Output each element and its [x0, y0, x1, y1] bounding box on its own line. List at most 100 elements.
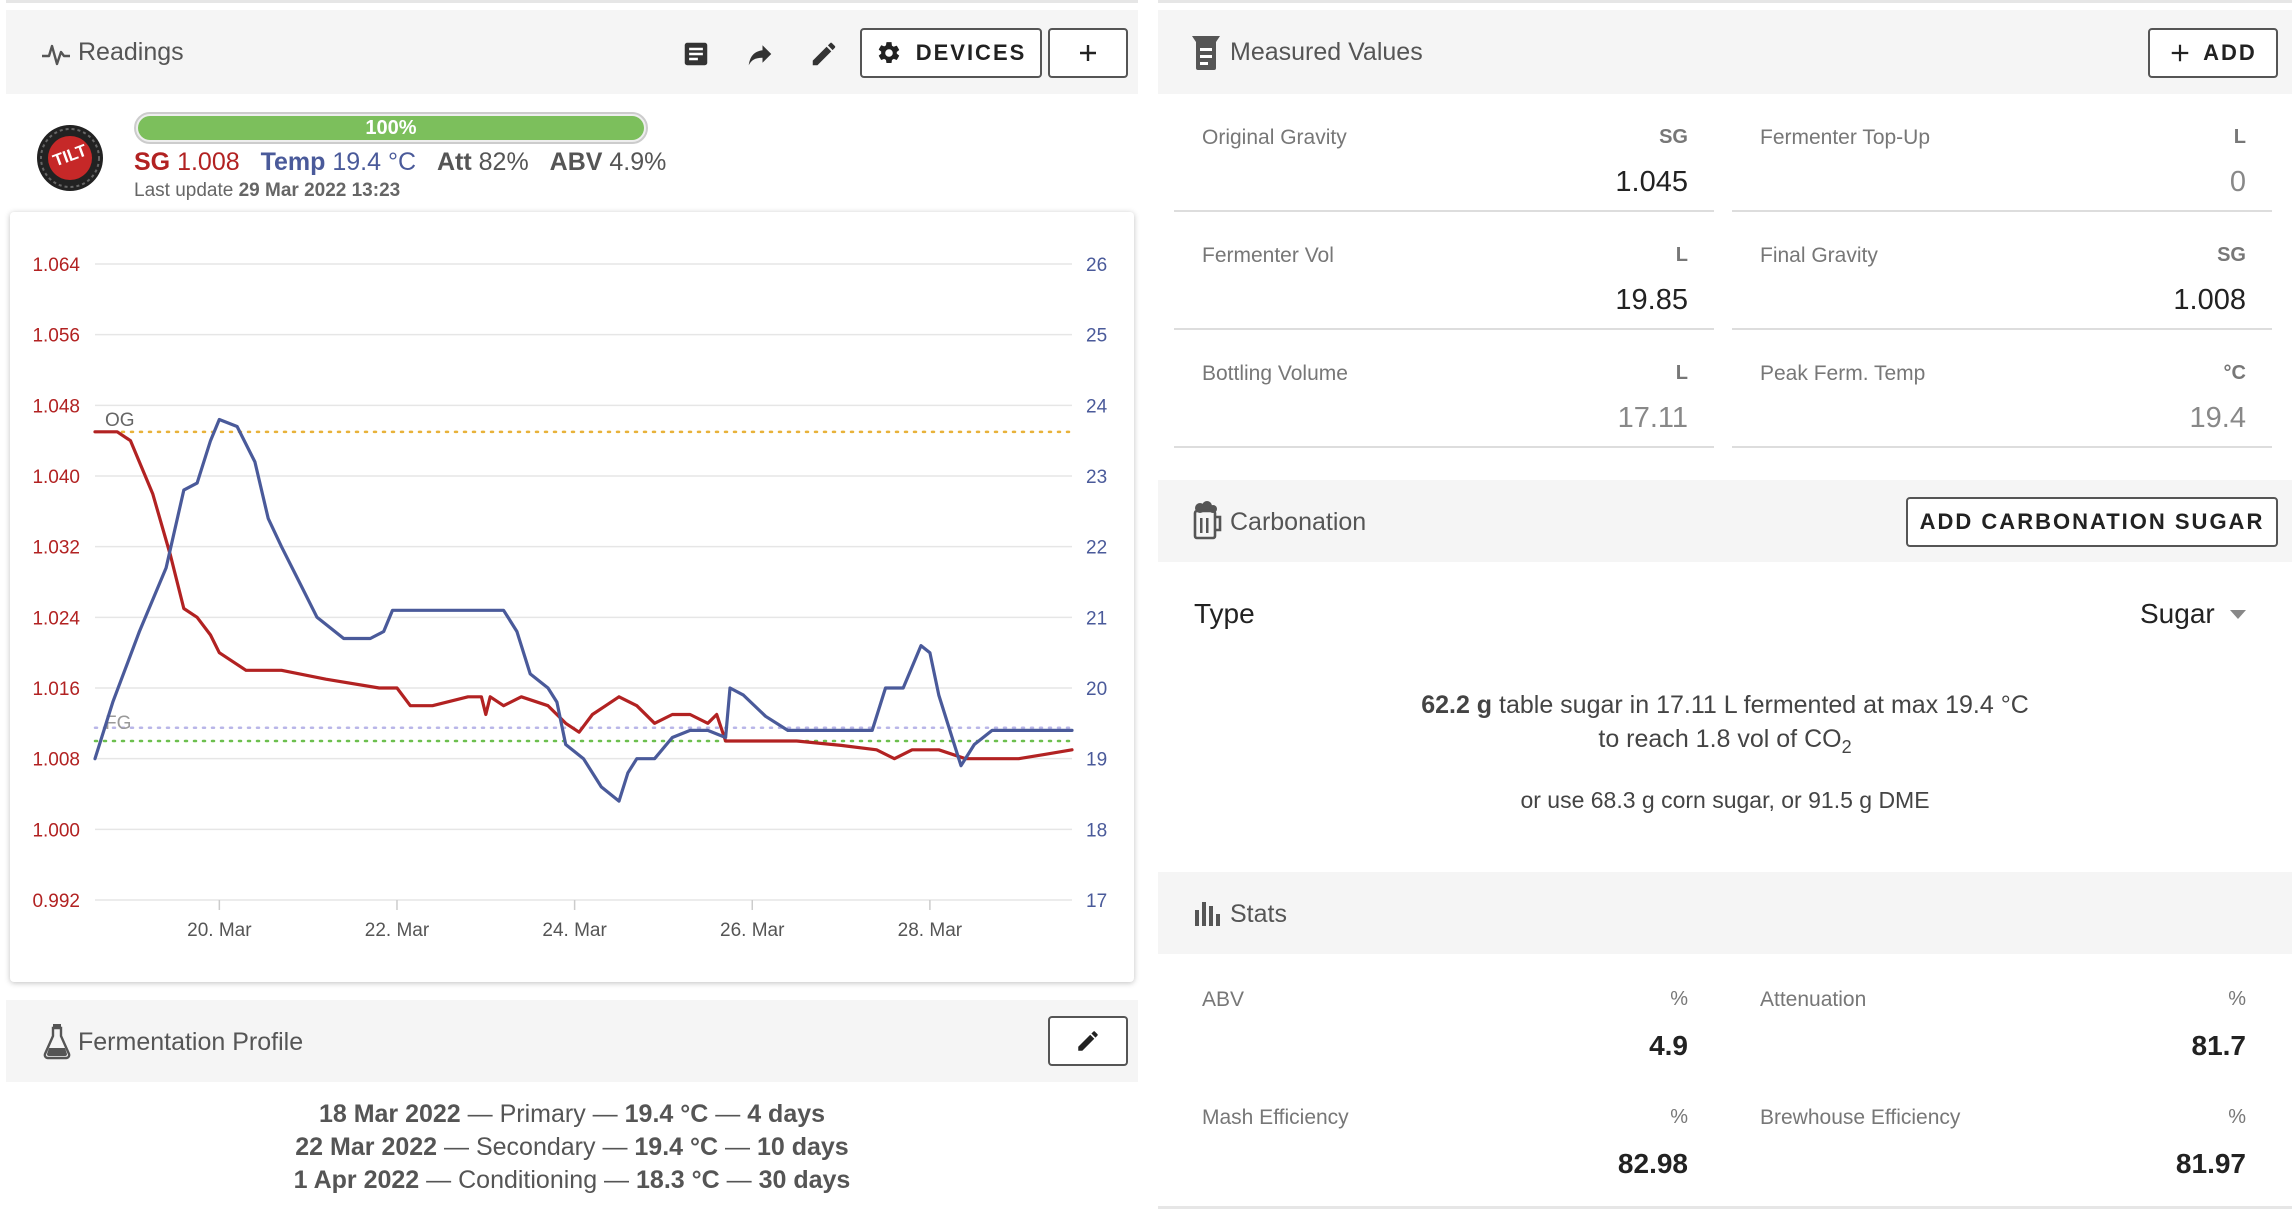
left-axis-tick: 1.048	[32, 396, 80, 417]
fermentation-step: 18 Mar 2022 — Primary — 19.4 °C — 4 days	[6, 1098, 1138, 1131]
fermentation-steps: 18 Mar 2022 — Primary — 19.4 °C — 4 days…	[6, 1098, 1138, 1197]
field-label: Original Gravity	[1202, 126, 1347, 149]
att-value: 82%	[478, 148, 529, 176]
step-date: 18 Mar 2022	[318, 1100, 461, 1128]
series-line-sg	[93, 430, 1074, 761]
carbonation-amount: 62.2 g	[1421, 691, 1493, 719]
step-temp: 19.4 °C	[624, 1100, 709, 1128]
flask-icon	[42, 1022, 72, 1060]
right-axis-tick: 22	[1086, 538, 1107, 559]
left-axis-tick: 1.032	[32, 538, 80, 559]
bottling-volume-field[interactable]: Bottling Volume L 17.11	[1174, 340, 1714, 448]
readings-title: Readings	[78, 38, 184, 66]
step-date: 22 Mar 2022	[295, 1133, 438, 1161]
stat-label: ABV	[1202, 988, 1245, 1011]
field-label: Fermenter Vol	[1202, 244, 1334, 267]
share-icon[interactable]	[742, 36, 778, 72]
step-name: Secondary	[475, 1133, 596, 1161]
edit-fermentation-button[interactable]	[1048, 1016, 1128, 1066]
stat-value: 82.98	[1617, 1148, 1688, 1179]
fermenter-topup-field[interactable]: Fermenter Top-Up L 0	[1732, 104, 2272, 212]
plus-icon	[2169, 42, 2191, 64]
left-axis-tick: 1.000	[32, 820, 80, 841]
right-axis-tick: 21	[1086, 608, 1107, 629]
readings-chart-card: 1.064 1.056 1.048 1.040 1.032 1.024 1.016 1.008…	[10, 212, 1134, 982]
carbonation-type-select[interactable]: Sugar	[2140, 598, 2246, 634]
fermentation-title: Fermentation Profile	[78, 1028, 304, 1056]
x-axis-tick: 28. Mar	[898, 920, 963, 941]
left-axis-tick: 1.016	[32, 679, 80, 700]
stat-unit: %	[2228, 1106, 2246, 1128]
top-divider-left	[6, 0, 1138, 3]
progress-text: 100%	[365, 117, 417, 139]
x-axis-tick: 20. Mar	[187, 920, 252, 941]
abv-value: 4.9%	[609, 148, 667, 176]
stat-label: Attenuation	[1760, 988, 1867, 1011]
final-gravity-field[interactable]: Final Gravity SG 1.008	[1732, 222, 2272, 330]
fermenter-icon	[1190, 32, 1224, 72]
left-axis-tick: 0.992	[32, 891, 80, 912]
right-axis-tick: 25	[1086, 326, 1107, 347]
right-axis-tick: 19	[1086, 750, 1107, 771]
step-temp: 19.4 °C	[634, 1133, 719, 1161]
fermenter-vol-field[interactable]: Fermenter Vol L 19.85	[1174, 222, 1714, 330]
stat-value: 81.7	[2191, 1030, 2247, 1061]
measured-title: Measured Values	[1230, 38, 1423, 66]
step-sep: —	[595, 1133, 635, 1161]
notes-icon[interactable]	[678, 36, 714, 72]
add-measured-button[interactable]: ADD	[2148, 28, 2278, 78]
field-value: 1.045	[1615, 166, 1688, 198]
carbonation-line2-sub: 2	[1841, 737, 1852, 757]
right-axis-tick: 26	[1086, 255, 1107, 276]
top-divider-right	[1158, 0, 2292, 3]
stats-title: Stats	[1230, 900, 1287, 928]
gear-icon	[876, 40, 902, 66]
right-axis-tick: 20	[1086, 679, 1107, 700]
carbonation-header: Carbonation	[1158, 480, 2292, 562]
devices-button[interactable]: DEVICES	[860, 28, 1042, 78]
left-axis-tick: 1.040	[32, 467, 80, 488]
step-name: Conditioning	[458, 1166, 598, 1194]
carbonation-type-label: Type	[1194, 598, 1255, 629]
fermentation-header: Fermentation Profile	[6, 1000, 1138, 1082]
fermentation-step: 22 Mar 2022 — Secondary — 19.4 °C — 10 d…	[6, 1131, 1138, 1164]
edit-icon	[1075, 1028, 1101, 1054]
field-value: 1.008	[2173, 284, 2246, 316]
stat-mash-efficiency: Mash Efficiency % 82.98	[1174, 1084, 1714, 1194]
abv-label: ABV	[549, 148, 603, 176]
field-unit: SG	[1659, 126, 1688, 148]
last-update-value: 29 Mar 2022 13:23	[238, 180, 401, 201]
plus-icon	[1076, 41, 1100, 65]
left-axis-tick: 1.064	[32, 255, 80, 276]
peak-ferm-temp-field[interactable]: Peak Ferm. Temp °C 19.4	[1732, 340, 2272, 448]
att-label: Att	[436, 148, 472, 176]
field-value: 17.11	[1617, 402, 1688, 434]
left-axis-tick: 1.056	[32, 326, 80, 347]
original-gravity-field[interactable]: Original Gravity SG 1.045	[1174, 104, 1714, 212]
field-unit: L	[1675, 244, 1688, 266]
right-axis-tick: 23	[1086, 467, 1107, 488]
series-line-temp	[93, 417, 1074, 803]
add-reading-button[interactable]	[1048, 28, 1128, 78]
step-sep: —	[437, 1133, 476, 1161]
add-carbonation-sugar-button[interactable]: ADD CARBONATION SUGAR	[1906, 497, 2278, 547]
step-duration: 10 days	[756, 1133, 849, 1161]
step-sep: —	[585, 1100, 625, 1128]
stat-label: Mash Efficiency	[1202, 1106, 1349, 1129]
chevron-down-icon	[2230, 610, 2246, 620]
field-label: Fermenter Top-Up	[1760, 126, 1931, 149]
step-duration: 4 days	[747, 1100, 826, 1128]
field-value: 0	[2229, 166, 2246, 198]
stat-brewhouse-efficiency: Brewhouse Efficiency % 81.97	[1732, 1084, 2272, 1194]
sg-label: SG	[134, 148, 171, 176]
step-sep: —	[718, 1133, 757, 1161]
carbonation-line2-prefix: to reach 1.8 vol of CO	[1598, 725, 1842, 753]
field-label: Bottling Volume	[1202, 362, 1348, 385]
x-axis-tick: 24. Mar	[542, 920, 607, 941]
temp-value: 19.4 °C	[332, 148, 417, 176]
carbonation-line1: 62.2 g table sugar in 17.11 L fermented …	[1158, 688, 2292, 722]
edit-icon[interactable]	[806, 36, 842, 72]
step-sep: —	[460, 1100, 500, 1128]
reading-summary: SG 1.008 Temp 19.4 °C Att 82% ABV 4.9%	[134, 148, 666, 177]
carbonation-line2: to reach 1.8 vol of CO2	[1158, 722, 2292, 764]
